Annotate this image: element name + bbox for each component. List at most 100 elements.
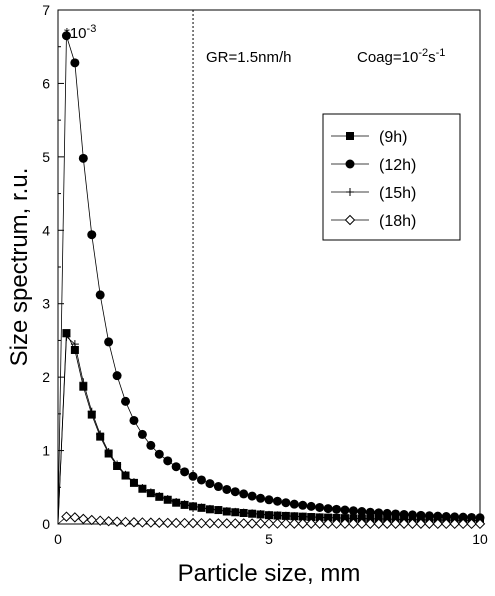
legend-marker-diamond (344, 214, 356, 226)
data-point-diamond (466, 518, 477, 530)
data-point-circle (247, 491, 257, 501)
data-point-diamond (86, 514, 97, 526)
data-point-diamond (213, 518, 224, 529)
data-point-circle (61, 31, 71, 41)
data-point-plus (205, 504, 214, 513)
y-tick-label: 7 (42, 2, 50, 18)
data-point-plus (248, 509, 257, 518)
coag-unit: s (428, 49, 436, 66)
data-point-circle (289, 499, 299, 509)
data-point-circle (365, 507, 375, 517)
data-point-diamond (78, 513, 89, 525)
data-point-diamond (255, 518, 266, 529)
legend-item: (12h) (331, 157, 416, 174)
data-point-diamond (128, 517, 140, 528)
legend-marker-plus (346, 188, 354, 196)
data-point-plus (121, 470, 130, 479)
data-point-diamond (457, 518, 469, 530)
data-point-plus (138, 484, 147, 493)
data-point-plus (79, 378, 88, 387)
series-plus (57, 332, 484, 525)
data-point-circle (416, 510, 426, 520)
data-point-diamond (187, 517, 199, 529)
gr-annotation: GR=1.5nm/h (206, 49, 291, 66)
scale-note-prefix: *10 (64, 25, 87, 42)
series-layer (57, 31, 486, 530)
series-square (57, 329, 484, 525)
data-point-circle (239, 489, 249, 499)
data-point-circle (180, 467, 190, 477)
data-point-diamond (348, 518, 359, 529)
data-point-diamond (441, 518, 452, 530)
data-point-plus (96, 430, 105, 439)
data-point-diamond (381, 518, 393, 529)
data-point-circle (154, 449, 164, 459)
legend-items: (9h) (12h) (15h) (18h) (331, 129, 416, 230)
scale-note-exp: -3 (87, 23, 97, 35)
data-point-plus (222, 507, 231, 516)
y-tick-label: 0 (42, 516, 50, 532)
data-point-circle (230, 487, 240, 497)
data-point-circle (357, 507, 367, 517)
data-point-diamond (365, 518, 376, 529)
data-point-diamond (179, 517, 190, 529)
data-point-plus (87, 407, 96, 416)
data-point-diamond (373, 518, 384, 529)
data-point-diamond (120, 516, 131, 528)
legend-marker-circle (345, 159, 355, 169)
legend-item: (18h) (331, 213, 416, 230)
data-point-diamond (331, 518, 342, 529)
y-tick-label: 4 (42, 222, 50, 238)
x-axis-title: Particle size, mm (178, 560, 361, 587)
data-point-diamond (356, 518, 368, 529)
data-point-circle (70, 58, 80, 68)
data-point-circle (188, 471, 198, 481)
coag-annotation: Coag=10-2s-1 (357, 47, 445, 66)
data-point-diamond (196, 517, 207, 529)
data-point-plus (273, 511, 282, 520)
data-point-circle (95, 290, 105, 300)
axis-ticks: 0 1 2 3 4 5 6 7 0 5 10 (42, 2, 488, 547)
data-point-diamond (297, 518, 308, 529)
x-tick-label: 0 (54, 531, 62, 547)
y-tick-label: 6 (42, 75, 50, 91)
series-line (57, 35, 481, 525)
data-point-diamond (103, 516, 114, 527)
data-point-plus (62, 332, 71, 341)
data-point-plus (146, 488, 155, 497)
data-point-diamond (305, 518, 317, 529)
data-point-circle (374, 508, 384, 518)
data-point-diamond (449, 518, 460, 530)
data-point-circle (104, 337, 114, 347)
data-point-diamond (407, 518, 418, 529)
legend-label: (12h) (379, 157, 416, 174)
data-point-plus (180, 500, 189, 509)
data-point-diamond (432, 518, 444, 530)
legend-label: (18h) (379, 213, 416, 230)
y-tick-label: 5 (42, 149, 50, 165)
series-diamond (57, 511, 486, 530)
data-point-diamond (61, 511, 72, 522)
data-point-diamond (137, 517, 148, 528)
data-point-circle (281, 498, 291, 508)
legend-label: (15h) (379, 185, 416, 202)
data-point-plus (129, 478, 138, 487)
data-point-diamond (145, 517, 157, 528)
data-point-plus (155, 492, 164, 501)
data-point-circle (306, 501, 316, 511)
data-point-circle (407, 510, 417, 520)
y-tick-label: 1 (42, 443, 50, 459)
data-point-plus (113, 460, 122, 469)
data-point-circle (399, 509, 409, 519)
data-point-circle (137, 429, 147, 439)
data-point-diamond (424, 518, 435, 529)
data-point-circle (196, 475, 206, 485)
data-point-diamond (390, 518, 401, 529)
data-point-diamond (94, 515, 106, 526)
y-axis-title: Size spectrum, r.u. (6, 168, 33, 367)
data-point-diamond (170, 517, 182, 529)
data-point-plus (189, 502, 198, 511)
data-point-diamond (339, 518, 351, 529)
data-point-circle (382, 508, 392, 518)
